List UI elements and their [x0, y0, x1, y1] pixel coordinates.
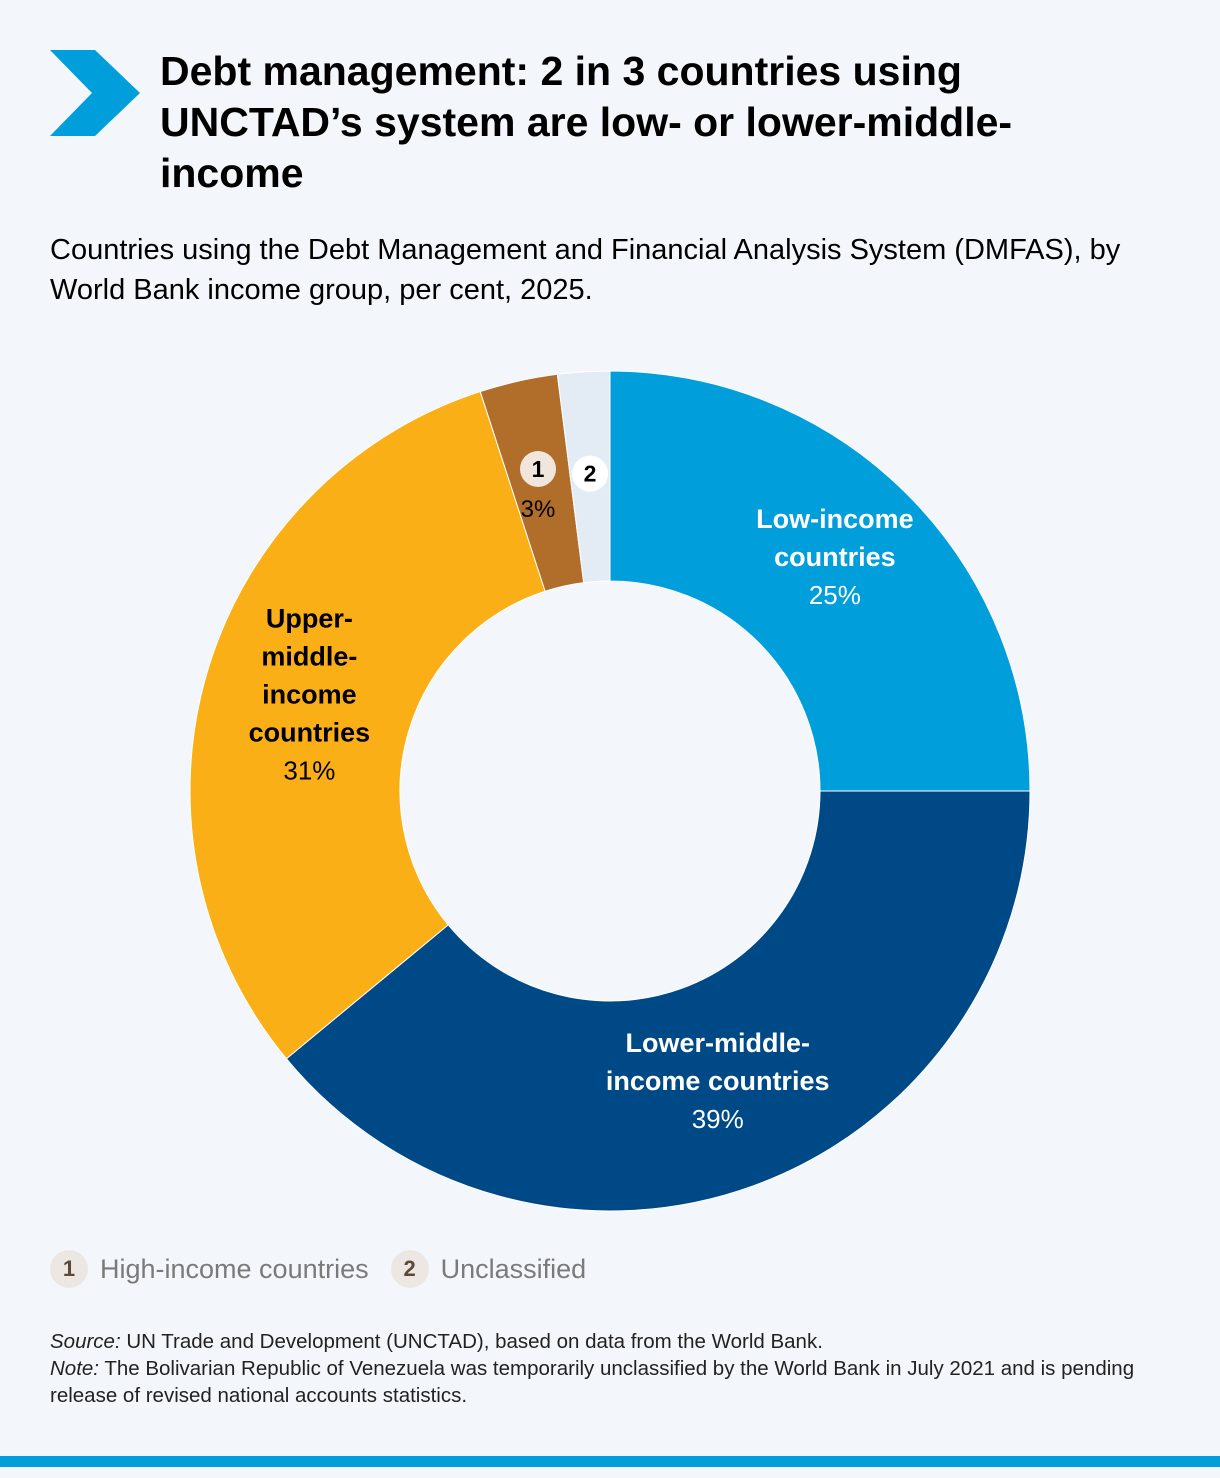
slice-label-upper-middle-income-countries: income [262, 680, 357, 710]
note-prefix: Note: [50, 1357, 99, 1380]
legend-marker-1: 1 [50, 1250, 88, 1288]
donut-labels: Low-income countries 25% Lower-middle-incom… [249, 450, 914, 1134]
legend-marker-2: 2 [390, 1250, 429, 1288]
slice-lower-middle-income-countries [285, 790, 1031, 1212]
slice-label-upper-middle-income-countries: countries [249, 718, 371, 748]
slice-value-high-income-countries: 3% [521, 496, 556, 523]
legend-label-high-income: High-income countries [100, 1253, 369, 1284]
slice-label-lower-middle-income-countries: Lower-middle- [625, 1028, 810, 1058]
slice-label-upper-middle-income-countries: Upper- [266, 604, 353, 634]
footnotes: Source: UN Trade and Development (UNCTAD… [50, 1328, 1180, 1409]
slice-marker-circle-2 [572, 455, 609, 492]
page-title: Debt management: 2 in 3 countries using … [160, 48, 1013, 196]
slice-label-low-income-countries: Low-income [756, 504, 914, 534]
slice-value-low-income-countries: 25% [809, 580, 861, 610]
slice-marker-2: 2 [584, 461, 597, 487]
slice-value-upper-middle-income-countries: 31% [283, 756, 335, 786]
slice-label-lower-middle-income-countries: income countries [606, 1066, 830, 1096]
donut-slices [189, 370, 1031, 1212]
legend-item-unclassified: 2 Unclassified [390, 1250, 587, 1288]
slice-low-income-countries [609, 370, 1031, 792]
slice-upper-middle-income-countries [189, 390, 546, 1060]
slice-label-low-income-countries: countries [774, 542, 896, 572]
chart-subtitle: Countries using the Debt Management and … [50, 234, 1121, 306]
note: Note: The Bolivarian Republic of Venezue… [50, 1355, 1180, 1409]
source-note: Source: UN Trade and Development (UNCTAD… [50, 1328, 1180, 1355]
source-text: UN Trade and Development (UNCTAD), based… [120, 1330, 823, 1353]
legend: 1 High-income countries 2 Unclassified [50, 1250, 608, 1288]
slice-value-lower-middle-income-countries: 39% [692, 1104, 744, 1134]
legend-label-unclassified: Unclassified [440, 1253, 587, 1284]
slice-marker-1: 1 [532, 456, 545, 482]
chevron-arrow-icon [50, 50, 140, 136]
bottom-accent-bar [0, 1456, 1220, 1467]
slice-label-upper-middle-income-countries: middle- [261, 642, 357, 672]
slice-marker-circle-1 [520, 450, 557, 487]
note-text: The Bolivarian Republic of Venezuela was… [50, 1357, 1135, 1407]
legend-item-high-income: 1 High-income countries [50, 1250, 369, 1288]
source-prefix: Source: [50, 1330, 121, 1353]
donut-chart: Low-income countries 25% Lower-middle-incom… [189, 370, 1031, 1212]
